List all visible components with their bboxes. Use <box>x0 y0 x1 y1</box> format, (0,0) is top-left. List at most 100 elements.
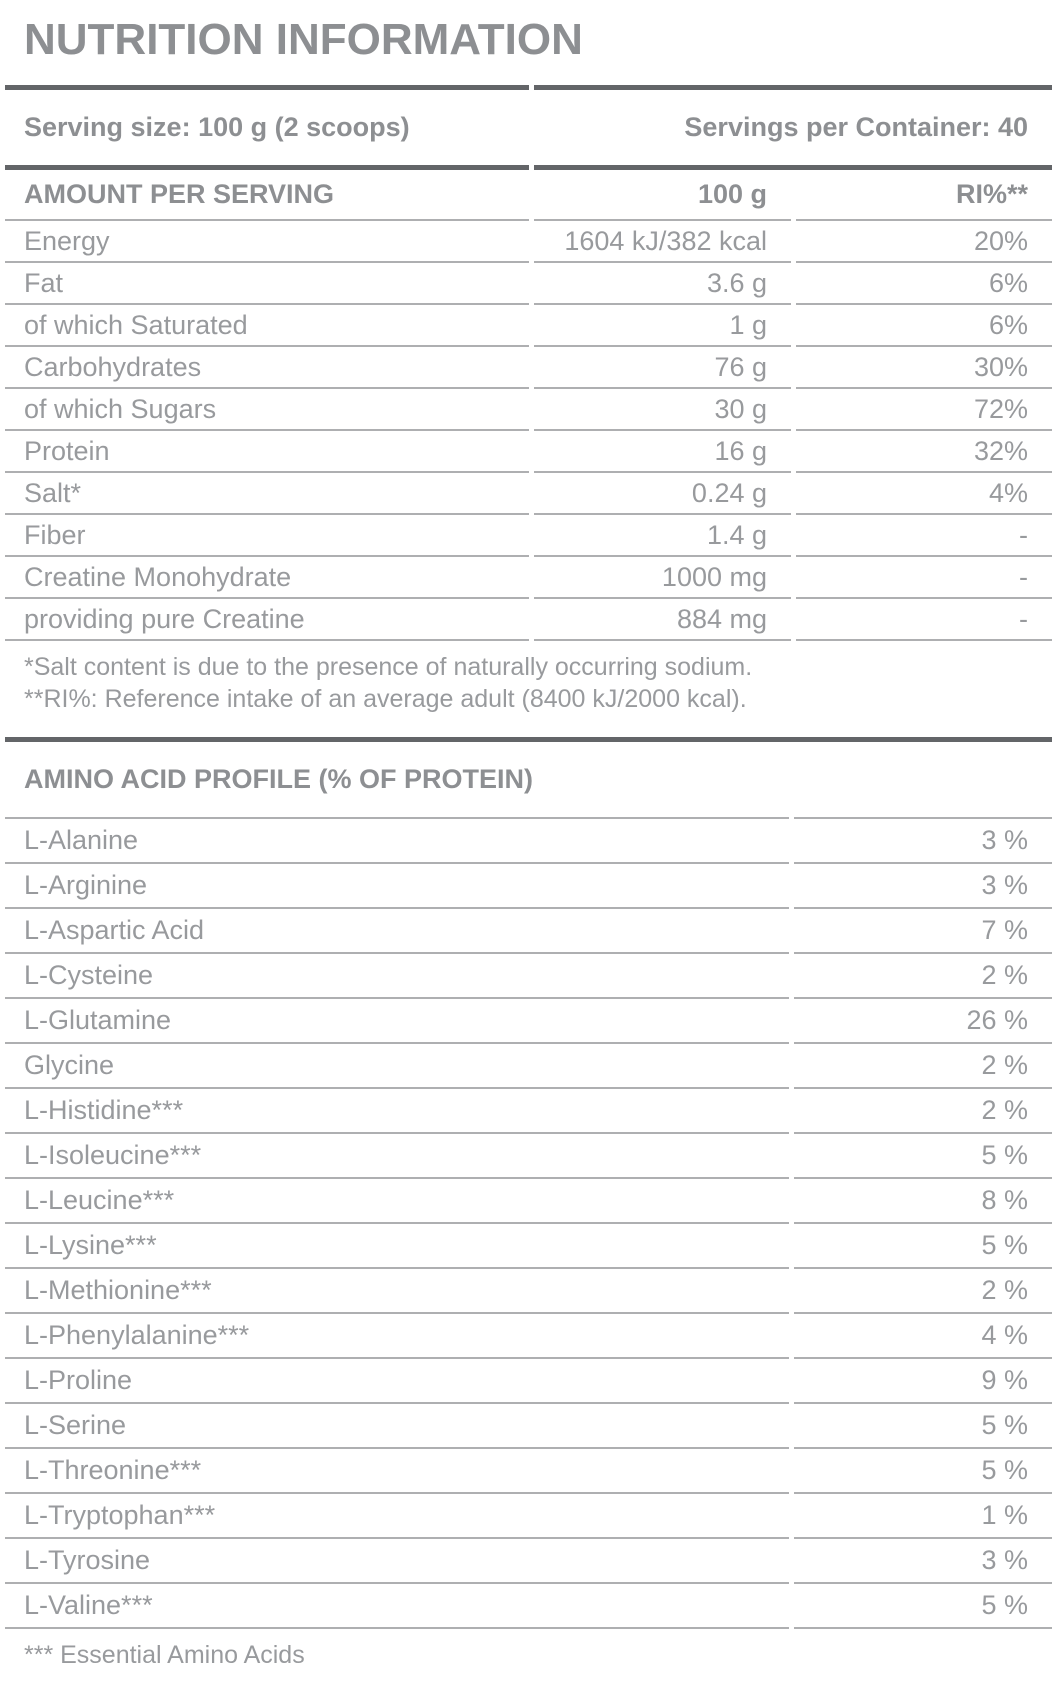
nutrient-ri: - <box>796 599 1053 641</box>
amino-acid-label: L-Tyrosine <box>5 1539 789 1584</box>
list-item: L-Histidine*** 2 % <box>5 1089 1052 1134</box>
column-header-amount: 100 g <box>534 170 791 221</box>
amino-acid-value: 2 % <box>794 1089 1052 1134</box>
list-item: L-Aspartic Acid 7 % <box>5 909 1052 954</box>
column-header-amount-per-serving: AMOUNT PER SERVING <box>5 170 529 221</box>
list-item: L-Lysine*** 5 % <box>5 1224 1052 1269</box>
amino-acid-label: L-Leucine*** <box>5 1179 789 1224</box>
amino-acid-value: 1 % <box>794 1494 1052 1539</box>
nutrient-ri: - <box>796 515 1053 557</box>
amino-acid-label: L-Alanine <box>5 819 789 864</box>
nutrient-label: Carbohydrates <box>5 347 529 389</box>
amino-acid-table: AMINO ACID PROFILE (% OF PROTEIN) L-Alan… <box>0 742 1057 1678</box>
amino-acid-value: 5 % <box>794 1134 1052 1179</box>
footnote-reference-intake: **RI%: Reference intake of an average ad… <box>24 685 747 713</box>
nutrient-label: Fat <box>5 263 529 305</box>
nutrient-label: Fiber <box>5 515 529 557</box>
nutrient-amount: 0.24 g <box>534 473 791 515</box>
list-item: L-Threonine*** 5 % <box>5 1449 1052 1494</box>
amino-acid-label: L-Isoleucine*** <box>5 1134 789 1179</box>
nutrient-ri: 30% <box>796 347 1053 389</box>
footnote-essential-amino-acids: *** Essential Amino Acids <box>24 1641 305 1669</box>
amino-acid-value: 3 % <box>794 819 1052 864</box>
list-item: Glycine 2 % <box>5 1044 1052 1089</box>
nutrient-amount: 3.6 g <box>534 263 791 305</box>
amino-acid-value: 9 % <box>794 1359 1052 1404</box>
amino-acid-label: L-Histidine*** <box>5 1089 789 1134</box>
nutrient-amount: 30 g <box>534 389 791 431</box>
nutrient-label: Energy <box>5 221 529 263</box>
amino-acid-value: 26 % <box>794 999 1052 1044</box>
amino-acid-label: Glycine <box>5 1044 789 1089</box>
table-footnotes: *Salt content is due to the presence of … <box>5 641 1053 742</box>
nutrient-ri: 32% <box>796 431 1053 473</box>
nutrient-label: providing pure Creatine <box>5 599 529 641</box>
table-row: of which Sugars 30 g 72% <box>5 389 1053 431</box>
nutrient-label: of which Saturated <box>5 305 529 347</box>
amino-acid-value: 2 % <box>794 954 1052 999</box>
list-item: L-Methionine*** 2 % <box>5 1269 1052 1314</box>
amino-acid-profile-header: AMINO ACID PROFILE (% OF PROTEIN) <box>5 742 789 819</box>
nutrient-ri: 4% <box>796 473 1053 515</box>
list-item: L-Serine 5 % <box>5 1404 1052 1449</box>
amino-acid-value: 2 % <box>794 1044 1052 1089</box>
list-item: L-Proline 9 % <box>5 1359 1052 1404</box>
amino-acid-label: L-Threonine*** <box>5 1449 789 1494</box>
nutrition-table-header-row: AMOUNT PER SERVING 100 g RI%** <box>5 170 1053 221</box>
amino-acid-label: L-Serine <box>5 1404 789 1449</box>
list-item: L-Isoleucine*** 5 % <box>5 1134 1052 1179</box>
nutrient-amount: 884 mg <box>534 599 791 641</box>
nutrient-amount: 1000 mg <box>534 557 791 599</box>
table-row: Carbohydrates 76 g 30% <box>5 347 1053 389</box>
list-item: L-Arginine 3 % <box>5 864 1052 909</box>
amino-acid-label: L-Glutamine <box>5 999 789 1044</box>
list-item: L-Alanine 3 % <box>5 819 1052 864</box>
nutrient-label: of which Sugars <box>5 389 529 431</box>
amino-acid-value: 5 % <box>794 1449 1052 1494</box>
table-row: Energy 1604 kJ/382 kcal 20% <box>5 221 1053 263</box>
servings-per-container-label: Servings per Container: 40 <box>534 85 1053 170</box>
amino-acid-value: 8 % <box>794 1179 1052 1224</box>
nutrient-label: Protein <box>5 431 529 473</box>
amino-acid-value: 3 % <box>794 864 1052 909</box>
nutrient-ri: 72% <box>796 389 1053 431</box>
nutrient-ri: 6% <box>796 305 1053 347</box>
table-row: of which Saturated 1 g 6% <box>5 305 1053 347</box>
amino-acid-value: 7 % <box>794 909 1052 954</box>
nutrition-table: Serving size: 100 g (2 scoops) Servings … <box>0 85 1057 742</box>
nutrient-label: Salt* <box>5 473 529 515</box>
amino-acid-label: L-Cysteine <box>5 954 789 999</box>
table-row: Fiber 1.4 g - <box>5 515 1053 557</box>
serving-size-label: Serving size: 100 g (2 scoops) <box>5 85 529 170</box>
list-item: L-Glutamine 26 % <box>5 999 1052 1044</box>
footnote-salt: *Salt content is due to the presence of … <box>24 653 753 681</box>
amino-acid-label: L-Proline <box>5 1359 789 1404</box>
nutrient-amount: 1604 kJ/382 kcal <box>534 221 791 263</box>
serving-row: Serving size: 100 g (2 scoops) Servings … <box>5 85 1053 170</box>
table-row: Protein 16 g 32% <box>5 431 1053 473</box>
table-row: Salt* 0.24 g 4% <box>5 473 1053 515</box>
amino-acid-value: 5 % <box>794 1404 1052 1449</box>
nutrient-ri: 6% <box>796 263 1053 305</box>
amino-acid-label: L-Arginine <box>5 864 789 909</box>
column-header-ri-percent: RI%** <box>796 170 1053 221</box>
table-row: Creatine Monohydrate 1000 mg - <box>5 557 1053 599</box>
amino-acid-header-row: AMINO ACID PROFILE (% OF PROTEIN) <box>5 742 1052 819</box>
footnotes-row: *Salt content is due to the presence of … <box>5 641 1053 742</box>
amino-acid-label: L-Aspartic Acid <box>5 909 789 954</box>
table-row: Fat 3.6 g 6% <box>5 263 1053 305</box>
amino-acid-label: L-Methionine*** <box>5 1269 789 1314</box>
page-title: NUTRITION INFORMATION <box>24 15 583 64</box>
amino-acid-label: L-Tryptophan*** <box>5 1494 789 1539</box>
nutrient-ri: - <box>796 557 1053 599</box>
amino-header-spacer <box>794 742 1052 819</box>
list-item: L-Valine*** 5 % <box>5 1584 1052 1629</box>
amino-acid-label: L-Phenylalanine*** <box>5 1314 789 1359</box>
nutrient-amount: 1.4 g <box>534 515 791 557</box>
nutrient-ri: 20% <box>796 221 1053 263</box>
nutrient-amount: 16 g <box>534 431 791 473</box>
amino-acid-value: 4 % <box>794 1314 1052 1359</box>
amino-acid-label: L-Lysine*** <box>5 1224 789 1269</box>
list-item: L-Tyrosine 3 % <box>5 1539 1052 1584</box>
